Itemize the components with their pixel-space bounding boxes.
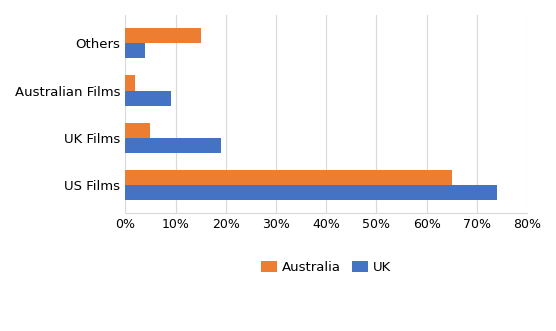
Bar	[125, 138, 221, 153]
Bar	[125, 28, 201, 43]
Bar	[125, 91, 171, 106]
Legend: Australia, UK: Australia, UK	[256, 256, 396, 279]
Bar	[125, 170, 451, 185]
Bar	[125, 75, 136, 91]
Bar	[125, 43, 146, 59]
Bar	[125, 123, 151, 138]
Bar	[125, 185, 497, 200]
